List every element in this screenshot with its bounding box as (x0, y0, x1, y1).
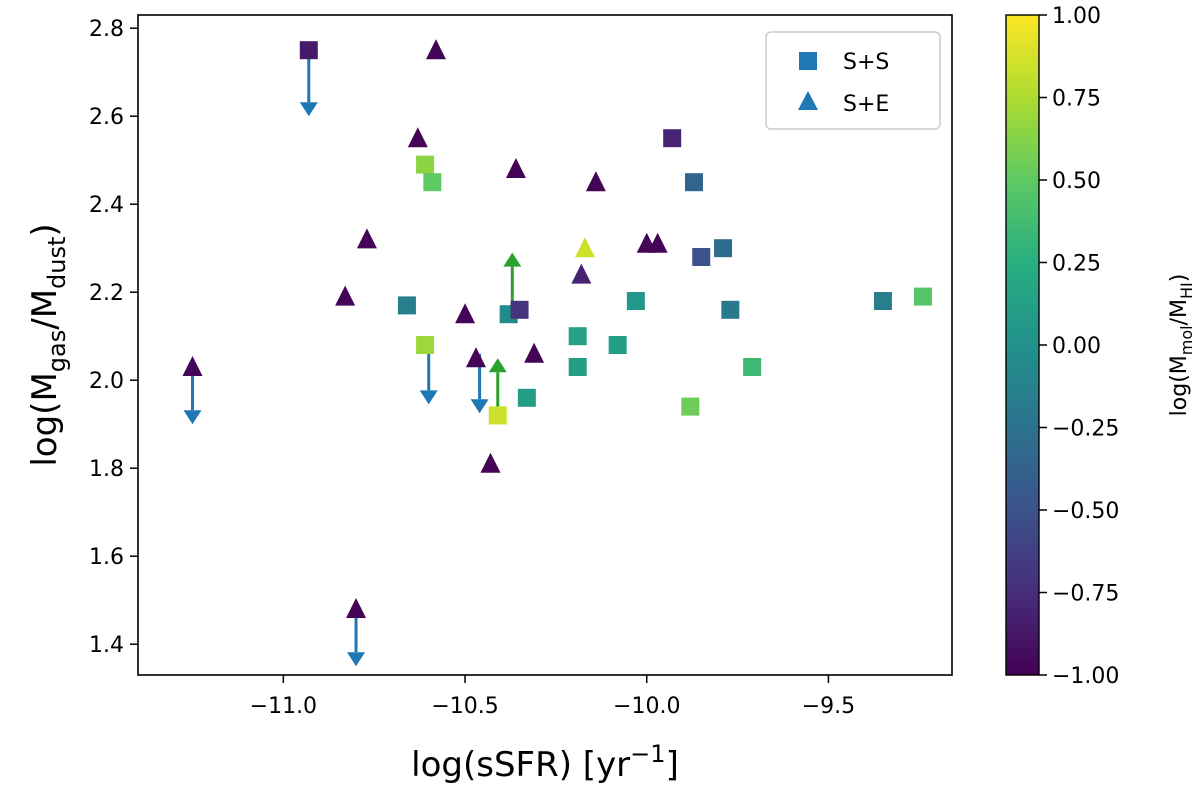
ss-square-point (517, 388, 536, 407)
ss-square-point (423, 173, 442, 192)
y-tick-label: 2.6 (89, 105, 124, 130)
se-triangle-point (647, 232, 668, 253)
se-triangle-point (425, 39, 446, 60)
upper-limit-arrow-head (470, 399, 489, 414)
y-axis-ticks: 1.4 1.6 1.8 2.0 2.2 2.4 2.6 2.8 (89, 17, 138, 658)
colorbar (1005, 14, 1040, 676)
ss-square-point (743, 358, 762, 376)
se-triangle-point (455, 303, 476, 324)
y-tick-label: 1.8 (89, 457, 124, 482)
upper-limit-arrow-head (183, 410, 202, 425)
x-tick-label: −10.0 (613, 694, 680, 719)
y-tick-label: 1.6 (89, 545, 124, 570)
ss-square-point (397, 296, 416, 315)
upper-limit-arrow-head (347, 652, 366, 667)
se-triangle-point (465, 347, 486, 368)
ss-square-point (608, 336, 627, 354)
se-triangle-point (574, 237, 595, 258)
upper-limit-arrow-head (299, 102, 318, 117)
y-tick-label: 2.4 (89, 193, 124, 218)
colorbar-tick-label: 0.00 (1052, 334, 1101, 359)
ss-square-point (416, 336, 435, 354)
colorbar-tick-label: −0.50 (1052, 499, 1119, 524)
y-tick-label: 2.8 (89, 17, 124, 42)
se-triangle-point (585, 171, 606, 192)
legend: S+S S+E (765, 31, 941, 130)
y-axis-label: log(Mgas/Mdust) (25, 223, 71, 466)
ss-square-point (721, 300, 740, 319)
ss-square-point (913, 287, 932, 306)
legend-label-se: S+E (843, 92, 889, 117)
colorbar-tick-label: 0.25 (1052, 252, 1101, 277)
ss-square-point (299, 41, 318, 60)
y-tick-label: 2.2 (89, 281, 124, 306)
se-triangle-point (335, 285, 356, 306)
ss-square-point (488, 406, 507, 425)
colorbar-label: log(Mmol/MHI) (1167, 274, 1196, 417)
x-tick-label: −9.5 (802, 694, 855, 719)
se-triangle-point (571, 263, 592, 284)
legend-square-marker (799, 52, 817, 70)
y-tick-label: 2.0 (89, 369, 124, 394)
ss-square-point (873, 292, 892, 310)
ss-square-point (663, 129, 682, 148)
x-axis-ticks: −11.0 −10.5 −10.0 −9.5 (250, 675, 855, 719)
ss-square-point (714, 239, 733, 258)
x-tick-label: −11.0 (250, 694, 317, 719)
se-triangle-point (505, 158, 526, 178)
colorbar-ticks: −1.00 −0.75 −0.50 −0.25 0.00 0.25 0.50 0.75 1.00 (1039, 4, 1119, 689)
data-points (182, 39, 932, 618)
colorbar-tick-label: −0.75 (1052, 582, 1119, 607)
colorbar-tick-label: −1.00 (1052, 664, 1119, 689)
colorbar-tick-label: 1.00 (1052, 4, 1101, 29)
se-triangle-point (524, 342, 545, 363)
colorbar-tick-label: 0.75 (1052, 87, 1101, 112)
ss-square-point (681, 397, 700, 416)
ss-square-point (692, 248, 711, 266)
ss-square-point (684, 173, 703, 192)
se-triangle-point (407, 127, 428, 148)
y-tick-label: 1.4 (89, 633, 124, 658)
lower-limit-arrow-head (488, 358, 507, 373)
se-triangle-point (480, 452, 501, 473)
legend-label-ss: S+S (843, 50, 889, 75)
legend-triangle-marker (798, 91, 818, 110)
ss-square-point (568, 327, 587, 346)
lower-limit-arrow-head (503, 252, 522, 267)
se-triangle-point (346, 598, 367, 618)
ss-square-point (626, 292, 645, 310)
x-axis-label: log(sSFR) [yr−1] (411, 740, 679, 785)
ss-square-point (416, 155, 435, 174)
ss-square-point (510, 300, 529, 319)
se-triangle-point (356, 228, 377, 249)
ss-square-point (568, 358, 587, 376)
colorbar-tick-label: 0.50 (1052, 169, 1101, 194)
colorbar-tick-label: −0.25 (1052, 417, 1119, 442)
se-triangle-point (182, 356, 203, 376)
x-tick-label: −10.5 (431, 694, 498, 719)
upper-limit-arrow-head (419, 390, 438, 405)
